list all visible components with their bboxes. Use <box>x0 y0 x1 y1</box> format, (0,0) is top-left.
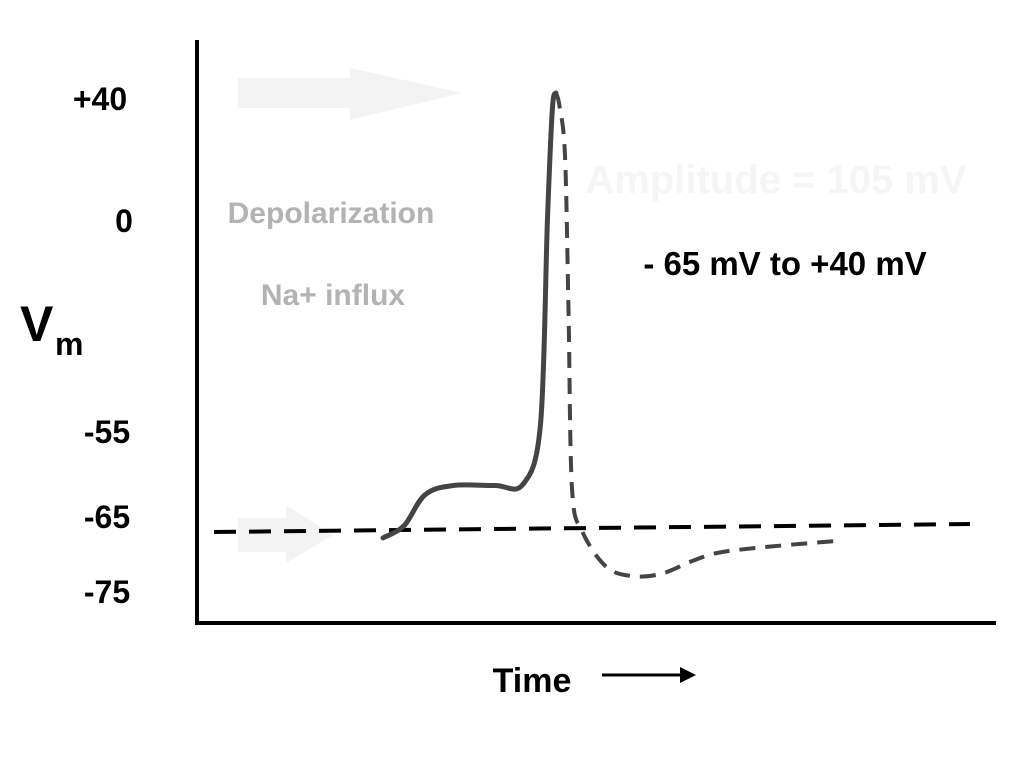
y-tick-label-minus55: -55 <box>84 414 130 450</box>
y-axis-label: V m <box>20 296 83 362</box>
x-axis-label: Time <box>493 662 572 700</box>
y-tick-label-0: 0 <box>115 203 133 239</box>
faint-arrow-top <box>238 68 462 120</box>
y-axis-label-subscript: m <box>55 326 83 362</box>
annotation-depolarization: Depolarization <box>228 197 435 230</box>
y-tick-label-minus65: -65 <box>84 499 130 535</box>
time-arrow-icon <box>602 667 696 683</box>
resting-potential-line <box>213 522 971 534</box>
annotation-amplitude: Amplitude = 105 mV <box>585 158 967 202</box>
y-tick-label-plus40: +40 <box>73 81 127 117</box>
y-tick-label-minus75: -75 <box>84 574 130 610</box>
repolarization-trace <box>553 92 839 579</box>
faint-arrow-bottom <box>238 505 333 563</box>
annotation-na-influx: Na+ influx <box>261 279 406 312</box>
y-axis-label-main: V <box>20 296 54 352</box>
rising-phase-trace <box>380 90 559 541</box>
annotation-range: - 65 mV to +40 mV <box>643 245 926 282</box>
